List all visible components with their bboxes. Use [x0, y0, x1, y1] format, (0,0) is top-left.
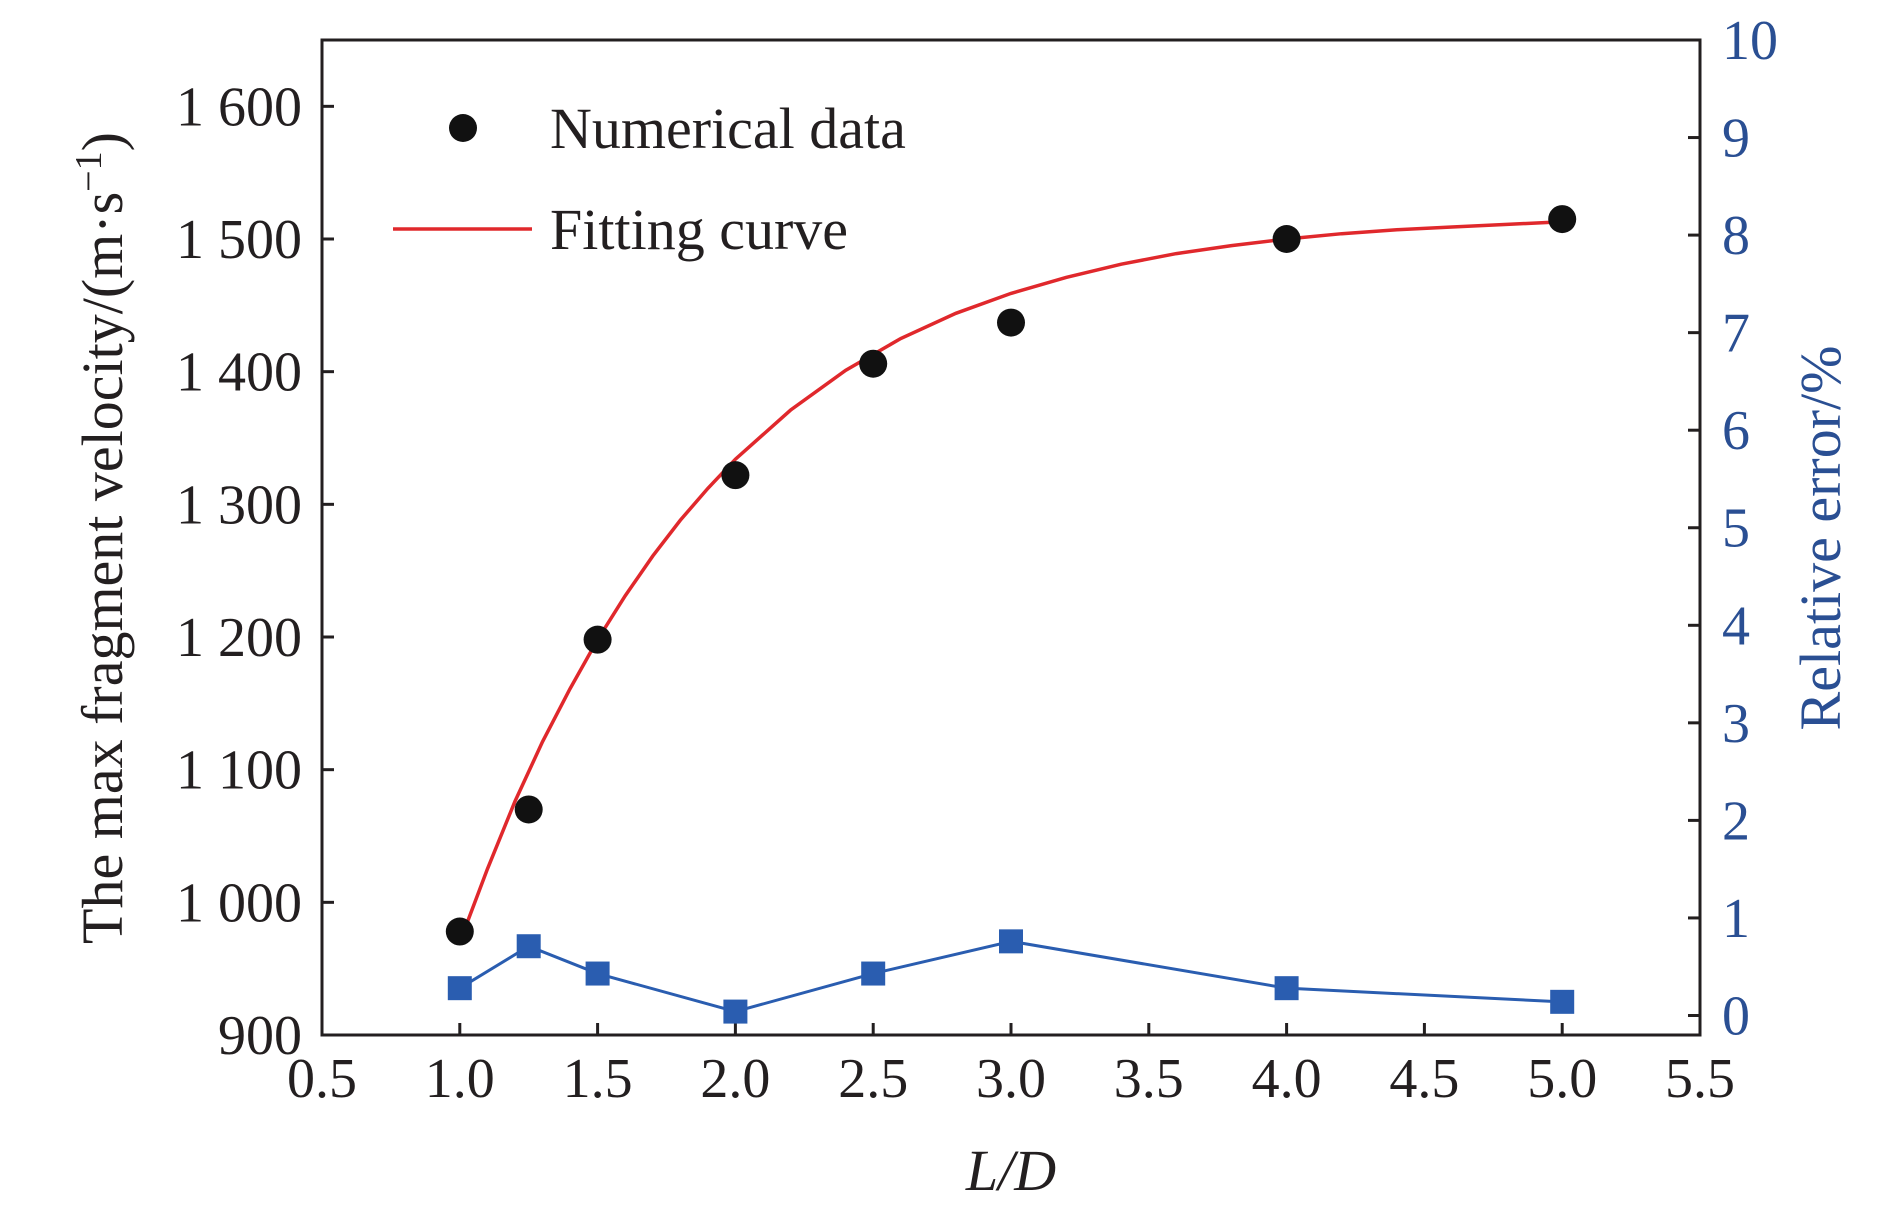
- y2-tick-label: 5: [1722, 498, 1750, 560]
- numerical-data-point: [583, 625, 612, 654]
- y2-tick-label: 4: [1722, 595, 1750, 657]
- numerical-data-point: [514, 795, 543, 824]
- y-tick-label: 1 400: [176, 342, 302, 404]
- relative-error-marker: [585, 961, 610, 986]
- relative-error-marker: [1274, 976, 1299, 1001]
- x-tick-label: 5.5: [1665, 1048, 1735, 1110]
- x-tick-label: 1.5: [563, 1048, 633, 1110]
- y-tick-label: 1 000: [176, 872, 302, 934]
- y2-tick-label: 8: [1722, 205, 1750, 267]
- x-tick-label: 2.5: [838, 1048, 908, 1110]
- x-tick-label: 4.0: [1252, 1048, 1322, 1110]
- legend-label-fitting-curve: Fitting curve: [550, 197, 848, 262]
- x-tick-label: 3.0: [976, 1048, 1046, 1110]
- relative-error-marker: [861, 961, 886, 986]
- numerical-data-point: [721, 461, 750, 490]
- legend-label-numerical-data: Numerical data: [550, 96, 906, 161]
- y2-tick-label: 7: [1722, 303, 1750, 365]
- y-tick-label: 1 500: [176, 209, 302, 271]
- y-axis-left-title-main: The max fragment velocity/(m·s: [70, 192, 135, 944]
- x-axis: 0.5 1.0 1.5 2.0 2.5 3.0 3.5 4.0 4.5 5.0 5.5: [287, 1023, 1735, 1110]
- x-axis-title: L/D: [965, 1138, 1056, 1203]
- relative-error-marker: [447, 976, 472, 1001]
- x-tick-label: 3.5: [1114, 1048, 1184, 1110]
- y-axis-right: 0 1 2 3 4 5 6 7 8 9 10: [1688, 10, 1778, 1047]
- numerical-data-point: [1272, 225, 1301, 253]
- y-tick-label: 1 600: [176, 76, 302, 138]
- relative-error-marker: [1550, 989, 1575, 1014]
- x-tick-label: 0.5: [287, 1048, 357, 1110]
- numerical-data-point: [445, 917, 474, 946]
- legend: Numerical data Fitting curve: [393, 96, 906, 262]
- x-tick-label: 4.5: [1389, 1048, 1459, 1110]
- y-tick-label: 900: [218, 1005, 302, 1067]
- y-axis-left-title-close: ): [70, 132, 135, 151]
- y-tick-label: 1 200: [176, 607, 302, 669]
- y-axis-left-title-exponent: −1: [68, 151, 110, 191]
- y2-tick-label: 10: [1722, 10, 1778, 72]
- numerical-data-point: [859, 349, 888, 378]
- plot-frame: [320, 38, 1702, 1037]
- x-tick-label: 5.0: [1527, 1048, 1597, 1110]
- y2-tick-label: 6: [1722, 400, 1750, 462]
- x-tick-label: 2.0: [700, 1048, 770, 1110]
- y2-tick-label: 2: [1722, 790, 1750, 852]
- y2-tick-label: 1: [1722, 888, 1750, 950]
- relative-error-marker: [723, 999, 748, 1024]
- relative-error-marker: [999, 929, 1023, 954]
- legend-marker-numerical-data: [449, 114, 477, 142]
- y2-tick-label: 3: [1722, 693, 1750, 755]
- y-axis-left: 900 1 000 1 100 1 200 1 300 1 400 1 500 1 600: [176, 76, 334, 1067]
- y-tick-label: 1 100: [176, 740, 302, 802]
- y-axis-right-title: Relative error/%: [1788, 346, 1853, 731]
- numerical-data-point: [997, 308, 1025, 337]
- x-tick-label: 1.0: [425, 1048, 495, 1110]
- y-axis-left-title: The max fragment velocity/(m·s−1): [68, 132, 135, 944]
- y2-tick-label: 9: [1722, 108, 1750, 170]
- y-tick-label: 1 300: [176, 474, 302, 536]
- relative-error-marker: [516, 934, 541, 959]
- series-layer: [445, 205, 1577, 1024]
- numerical-data-point: [1548, 205, 1577, 234]
- y2-tick-label: 0: [1722, 985, 1750, 1047]
